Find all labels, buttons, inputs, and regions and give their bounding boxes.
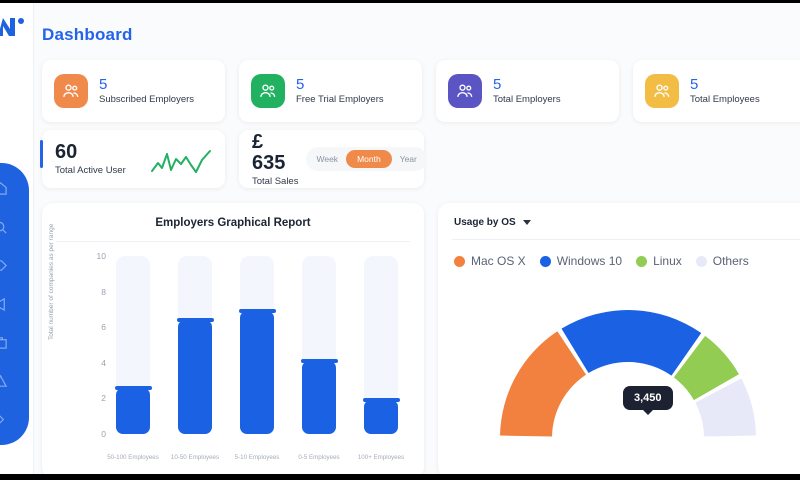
x-tick-label: 5-10 Employees [234,454,280,461]
secondary-cards-row: 60 Total Active User £ 635 Total Sales W… [42,130,427,188]
tag-icon[interactable] [0,258,8,273]
stat-card-subscribed-employers[interactable]: 5 Subscribed Employers [42,60,225,122]
stat-label: Total Employees [690,94,760,106]
bar-cap [176,318,214,323]
stat-card-total-employees[interactable]: 5 Total Employees [633,60,800,122]
donut-segment[interactable] [673,335,739,401]
sparkline-chart [150,143,212,175]
legend-item-others[interactable]: Others [695,254,749,268]
bar-cap [114,385,152,390]
letterbox-bottom [0,474,800,480]
donut-segment[interactable] [500,331,587,437]
people-group-icon [54,74,88,108]
legend-label: Mac OS X [471,254,526,268]
chevron-down-icon[interactable] [522,220,531,225]
x-tick-label: 50-100 Employees [107,454,159,461]
sidebar-rail [0,163,29,445]
donut-segment[interactable] [561,310,702,376]
y-tick-label: 6 [101,322,106,333]
bar[interactable] [302,361,336,434]
y-tick-label: 2 [101,393,106,404]
legend-label: Others [712,254,749,268]
bar[interactable] [364,400,398,434]
bar-chart: Total number of companies as per range 1… [42,224,424,470]
stat-card-free-trial-employers[interactable]: 5 Free Trial Employers [239,60,422,122]
legend-item-windows-10[interactable]: Windows 10 [539,254,623,268]
people-group-icon [251,74,285,108]
legend-swatch [539,255,551,267]
stat-card-total-employers[interactable]: 5 Total Employers [436,60,619,122]
x-tick-label: 10-50 Employees [170,454,220,461]
page-title: Dashboard [42,25,133,44]
briefcase-icon[interactable] [0,335,8,350]
bar-cap [238,309,276,314]
usage-by-os-panel: Usage by OS Mac OS X Windows 10 Linux [438,203,800,474]
os-legend: Mac OS X Windows 10 Linux Others [438,240,800,268]
range-option-month[interactable]: Month [346,150,392,168]
sales-label: Total Sales [252,175,299,187]
bar[interactable] [240,311,274,434]
donut-segment[interactable] [695,378,756,437]
bar-cap [362,398,400,403]
chevron-right-icon[interactable] [0,412,8,427]
total-active-user-card[interactable]: 60 Total Active User [42,130,225,188]
stat-label: Subscribed Employers [99,94,195,106]
employers-report-panel: Employers Graphical Report Total number … [42,203,424,474]
y-tick-label: 4 [101,357,106,368]
y-tick-label: 0 [101,429,106,439]
home-icon[interactable] [0,181,8,196]
sidebar-divider [33,0,34,480]
legend-label: Windows 10 [556,254,623,268]
panel-divider [56,241,410,242]
sidebar-active-indicator [40,140,43,168]
main-content: Dashboard 5 Subscribed Employers [34,3,800,474]
sales-value: £ 635 [252,130,286,174]
legend-swatch [695,255,707,267]
legend-item-mac-os-x[interactable]: Mac OS X [454,254,526,268]
bar-plot-area [110,242,414,470]
legend-swatch [454,255,465,267]
range-option-year[interactable]: Year [393,150,424,168]
search-icon[interactable] [0,220,8,235]
brand-logo[interactable] [0,14,32,40]
bar-cap [300,359,338,364]
legend-item-linux[interactable]: Linux [636,254,682,268]
stat-cards-row: 5 Subscribed Employers 5 Free Trial Empl… [42,60,800,122]
employers-report-title: Employers Graphical Report [155,217,311,229]
y-tick-label: 8 [101,286,106,297]
alert-triangle-icon[interactable] [0,374,8,389]
stat-value: 5 [296,75,305,93]
megaphone-icon[interactable] [0,297,8,312]
stat-value: 5 [690,75,699,93]
stat-value: 5 [493,75,502,93]
stat-label: Total Employers [493,94,561,106]
panel-divider [452,239,800,240]
x-axis-labels: 50-100 Employees 10-50 Employees 5-10 Empl… [107,454,414,470]
bar[interactable] [178,320,212,434]
active-user-label: Total Active User [55,165,126,176]
bar[interactable] [116,387,150,434]
legend-label: Linux [653,254,682,268]
donut-svg [500,310,756,437]
letterbox-top [0,0,800,3]
sales-range-toggle[interactable]: Week Month Year [306,147,427,171]
y-axis-label: Total number of companies as per range [48,223,55,340]
usage-by-os-header[interactable]: Usage by OS [438,203,800,228]
range-option-week[interactable]: Week [309,150,345,168]
x-tick-label: 100+ Employees [357,454,405,461]
legend-swatch [636,255,648,267]
people-group-icon [448,74,482,108]
donut-tooltip: 3,450 [623,386,673,410]
total-sales-card[interactable]: £ 635 Total Sales Week Month Year [239,130,427,188]
os-donut-chart: 3,450 [438,272,800,462]
people-group-icon [645,74,679,108]
y-axis-ticks: 10 8 6 4 2 0 [64,242,106,470]
x-tick-label: 0-5 Employees [298,454,340,461]
usage-by-os-title: Usage by OS [454,217,516,228]
stat-label: Free Trial Employers [296,94,384,106]
y-tick-label: 10 [96,251,106,261]
stat-value: 5 [99,75,108,93]
active-user-value: 60 [55,141,78,163]
